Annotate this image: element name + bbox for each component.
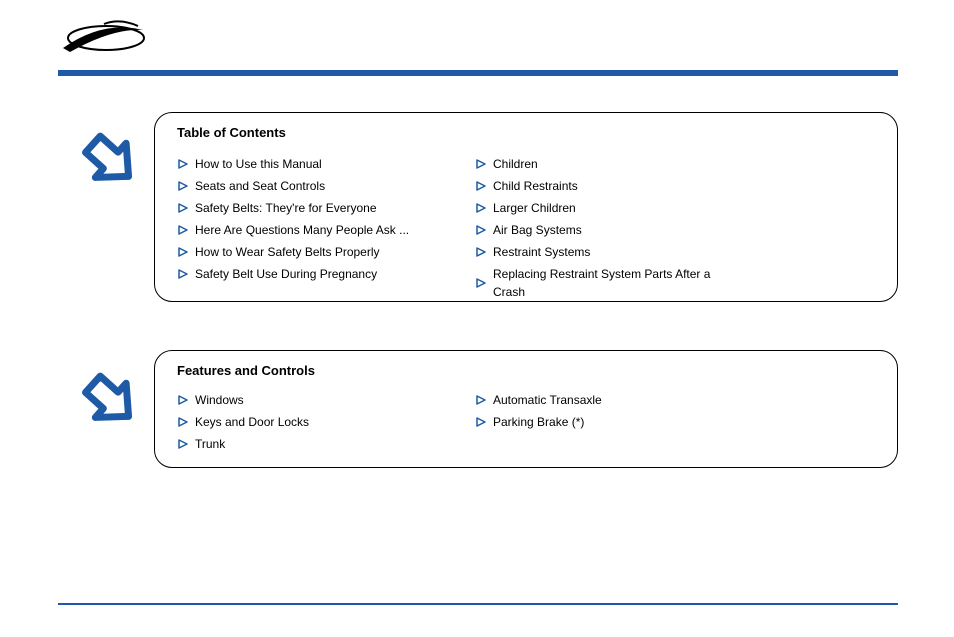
bullet-icon: [475, 202, 487, 214]
toc-item-label: Safety Belt Use During Pregnancy: [195, 265, 377, 283]
toc-item-label: Safety Belts: They're for Everyone: [195, 199, 377, 217]
toc-item[interactable]: Air Bag Systems: [475, 221, 733, 239]
callout-arrow-icon: [68, 118, 146, 196]
toc-item[interactable]: Automatic Transaxle: [475, 391, 602, 409]
bullet-icon: [177, 246, 189, 258]
callout-arrow-icon: [68, 358, 146, 436]
toc-right-column: Children Child Restraints Larger Childre…: [475, 155, 733, 301]
features-left-column: Windows Keys and Door Locks Trunk: [177, 391, 309, 453]
features-right-column: Automatic Transaxle Parking Brake (*): [475, 391, 602, 431]
toc-item[interactable]: Trunk: [177, 435, 309, 453]
toc-item-label: Restraint Systems: [493, 243, 590, 261]
toc-item-label: Automatic Transaxle: [493, 391, 602, 409]
toc-item[interactable]: Seats and Seat Controls: [177, 177, 409, 195]
bullet-icon: [177, 180, 189, 192]
toc-item[interactable]: Child Restraints: [475, 177, 733, 195]
toc-item-label: Air Bag Systems: [493, 221, 582, 239]
toc-item[interactable]: How to Wear Safety Belts Properly: [177, 243, 409, 261]
bullet-icon: [475, 158, 487, 170]
toc-item[interactable]: Larger Children: [475, 199, 733, 217]
toc-item-label: Keys and Door Locks: [195, 413, 309, 431]
toc-item-label: Here Are Questions Many People Ask ...: [195, 221, 409, 239]
bullet-icon: [177, 394, 189, 406]
toc-item-label: Child Restraints: [493, 177, 578, 195]
bullet-icon: [475, 180, 487, 192]
bullet-icon: [177, 268, 189, 280]
toc-item[interactable]: Safety Belts: They're for Everyone: [177, 199, 409, 217]
toc-item-label: Parking Brake (*): [493, 413, 584, 431]
bullet-icon: [177, 158, 189, 170]
toc-item[interactable]: Safety Belt Use During Pregnancy: [177, 265, 409, 283]
bullet-icon: [177, 438, 189, 450]
bullet-icon: [177, 224, 189, 236]
toc-item-label: Trunk: [195, 435, 225, 453]
toc-item[interactable]: Here Are Questions Many People Ask ...: [177, 221, 409, 239]
toc-item[interactable]: Keys and Door Locks: [177, 413, 309, 431]
toc-item-label: Replacing Restraint System Parts After a…: [493, 265, 733, 301]
toc-item[interactable]: Children: [475, 155, 733, 173]
bullet-icon: [475, 394, 487, 406]
toc-panel: Table of Contents How to Use this Manual…: [154, 112, 898, 302]
bullet-icon: [475, 246, 487, 258]
bullet-icon: [475, 416, 487, 428]
toc-item[interactable]: Parking Brake (*): [475, 413, 602, 431]
toc-item[interactable]: Replacing Restraint System Parts After a…: [475, 265, 733, 301]
features-panel-title: Features and Controls: [177, 363, 315, 378]
header-divider: [58, 70, 898, 76]
bullet-icon: [177, 416, 189, 428]
toc-item[interactable]: Restraint Systems: [475, 243, 733, 261]
bullet-icon: [475, 224, 487, 236]
features-panel: Features and Controls Windows Keys and D…: [154, 350, 898, 468]
toc-item[interactable]: How to Use this Manual: [177, 155, 409, 173]
bullet-icon: [475, 277, 487, 289]
toc-item-label: How to Wear Safety Belts Properly: [195, 243, 380, 261]
toc-panel-title: Table of Contents: [177, 125, 286, 140]
brand-logo: [58, 10, 148, 60]
toc-item-label: How to Use this Manual: [195, 155, 322, 173]
toc-item-label: Children: [493, 155, 538, 173]
toc-item-label: Larger Children: [493, 199, 576, 217]
toc-item[interactable]: Windows: [177, 391, 309, 409]
toc-left-column: How to Use this Manual Seats and Seat Co…: [177, 155, 409, 283]
bullet-icon: [177, 202, 189, 214]
toc-item-label: Seats and Seat Controls: [195, 177, 325, 195]
footer-divider: [58, 603, 898, 605]
toc-item-label: Windows: [195, 391, 244, 409]
